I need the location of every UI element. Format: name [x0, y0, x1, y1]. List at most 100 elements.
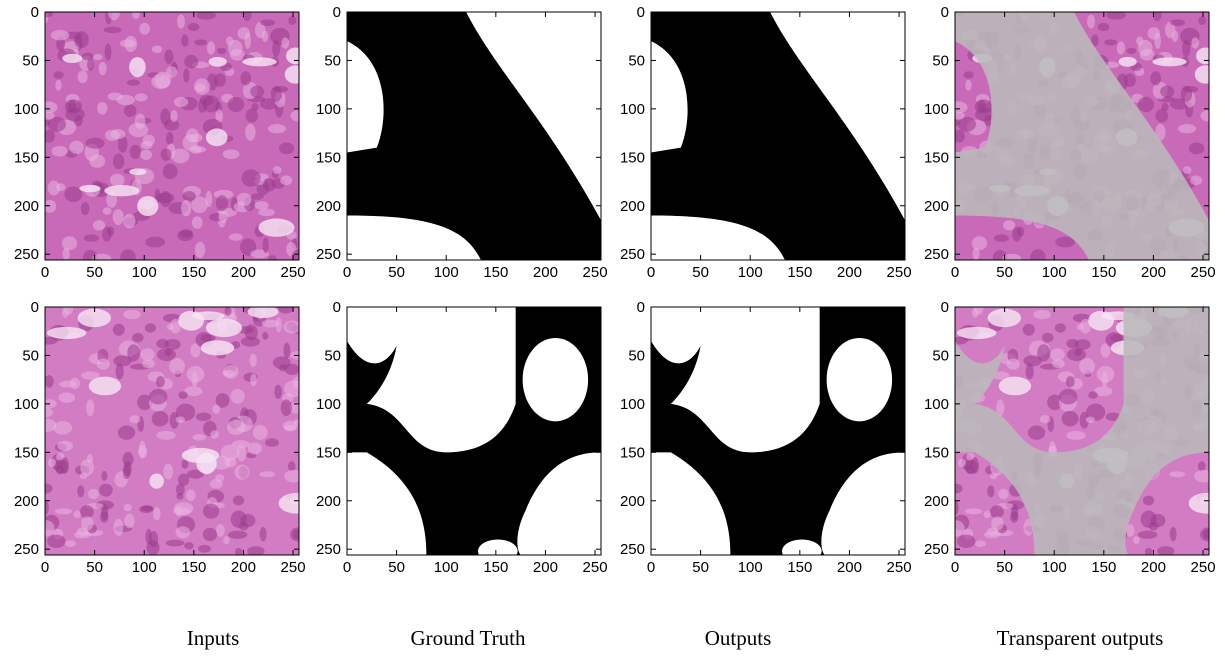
cell: [272, 356, 291, 370]
cell: [184, 54, 199, 69]
cell: [1079, 318, 1091, 334]
cell: [134, 93, 148, 102]
x-tick-label: 100: [132, 559, 157, 576]
cell: [64, 99, 82, 114]
cell: [164, 348, 172, 357]
cell: [212, 404, 221, 415]
lumen: [1118, 56, 1137, 67]
cell: [1152, 12, 1162, 22]
panel: [651, 307, 905, 555]
cell: [148, 530, 159, 548]
cell: [220, 444, 240, 461]
cell: [73, 510, 81, 519]
panel: [651, 12, 905, 260]
lumen: [956, 326, 997, 340]
cell: [184, 542, 194, 550]
cell: [83, 234, 99, 242]
lumen: [46, 326, 87, 340]
cell: [123, 309, 141, 320]
x-tick-label: 100: [1042, 264, 1067, 281]
cell: [191, 371, 198, 387]
cell: [214, 73, 226, 87]
cell: [1074, 348, 1082, 357]
cell: [152, 506, 161, 521]
y-tick-label: 100: [924, 396, 949, 413]
lumen: [286, 47, 299, 65]
cell: [1200, 527, 1209, 542]
y-tick-label: 200: [316, 493, 341, 510]
y-tick-label: 100: [620, 101, 645, 118]
cell: [966, 452, 975, 461]
cell: [191, 196, 208, 214]
cell: [165, 131, 174, 145]
cell: [236, 192, 252, 206]
cell: [1052, 359, 1065, 369]
cell: [222, 149, 240, 160]
cell: [142, 359, 155, 369]
cell: [187, 23, 200, 32]
cell: [1022, 323, 1035, 336]
cell: [113, 355, 132, 367]
cell: [1169, 471, 1186, 478]
cell: [62, 247, 70, 260]
cell: [196, 12, 216, 20]
cell: [103, 26, 122, 34]
x-tick-label: 250: [887, 264, 912, 281]
cell: [964, 459, 978, 474]
y-tick-label: 0: [941, 299, 949, 316]
cell: [277, 307, 294, 314]
cell: [117, 135, 128, 153]
cell: [1157, 546, 1175, 555]
cell: [98, 61, 107, 76]
axes-frame: [346, 306, 602, 556]
cell: [1170, 98, 1189, 110]
cell: [258, 208, 275, 217]
y-tick-label: 50: [22, 347, 39, 364]
x-tick-label: 0: [343, 264, 351, 281]
cell: [1047, 394, 1063, 411]
cell: [1197, 461, 1206, 472]
overlay: [955, 12, 1209, 260]
cell: [69, 140, 84, 154]
cell: [64, 540, 77, 548]
lumen: [1196, 47, 1209, 65]
y-tick-label: 100: [316, 101, 341, 118]
cell: [1033, 309, 1051, 320]
cell: [55, 79, 62, 91]
lumen: [149, 473, 164, 489]
cell: [955, 483, 963, 494]
y-tick-label: 200: [620, 493, 645, 510]
panel: [955, 12, 1209, 260]
cell: [955, 336, 968, 345]
cell: [240, 336, 260, 347]
cell: [81, 371, 100, 380]
lumen: [1188, 492, 1209, 514]
cell: [182, 134, 198, 151]
cell: [53, 421, 73, 435]
cell: [215, 393, 230, 408]
cell: [1079, 357, 1095, 375]
y-tick-label: 150: [316, 444, 341, 461]
cell: [249, 353, 257, 368]
lumen: [258, 218, 295, 237]
cell: [164, 339, 181, 350]
cell: [77, 485, 85, 498]
cell: [184, 386, 203, 397]
cell: [141, 505, 154, 512]
lumen: [62, 53, 83, 63]
cell: [278, 142, 295, 155]
cell: [47, 180, 60, 196]
y-tick-label: 100: [620, 396, 645, 413]
cell: [1150, 71, 1162, 86]
cell: [175, 505, 183, 517]
cell: [56, 183, 66, 192]
cell: [245, 108, 258, 123]
cell: [45, 12, 54, 18]
cell: [81, 516, 94, 531]
cell: [117, 425, 136, 440]
cell: [169, 412, 179, 429]
cell: [185, 489, 196, 502]
x-tick-label: 0: [647, 264, 655, 281]
cell: [1027, 425, 1046, 440]
